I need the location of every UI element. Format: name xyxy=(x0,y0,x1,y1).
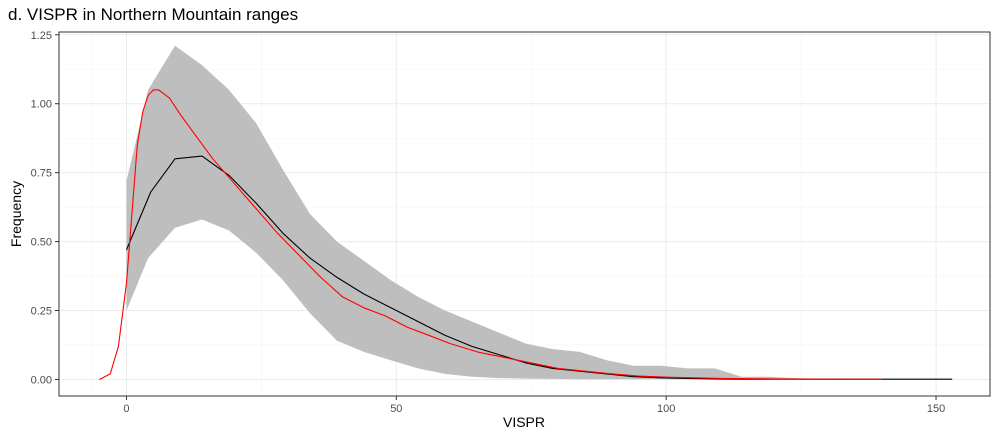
y-tick-label: 1.25 xyxy=(31,30,52,42)
y-axis-ticks: 0.00 0.25 0.50 0.75 1.00 1.25 xyxy=(31,30,59,386)
x-tick-label: 150 xyxy=(927,403,945,415)
y-tick-label: 0.50 xyxy=(31,237,52,249)
y-tick-label: 0.00 xyxy=(31,374,52,386)
y-tick-label: 0.25 xyxy=(31,306,52,318)
series-line-red xyxy=(99,89,883,380)
x-axis-title: VISPR xyxy=(503,414,545,430)
series-layer xyxy=(99,89,953,380)
x-tick-label: 100 xyxy=(657,403,675,415)
y-axis-title: Frequency xyxy=(8,181,24,247)
confidence-band-layer xyxy=(126,45,877,380)
y-tick-label: 0.75 xyxy=(31,168,52,180)
x-tick-label: 0 xyxy=(123,403,129,415)
x-tick-label: 50 xyxy=(390,403,402,415)
y-tick-label: 1.00 xyxy=(31,99,52,111)
confidence-band xyxy=(126,45,877,380)
chart-title: d. VISPR in Northern Mountain ranges xyxy=(8,5,299,24)
panel-border xyxy=(58,31,991,397)
x-axis-ticks: 0 50 100 150 xyxy=(123,396,945,415)
